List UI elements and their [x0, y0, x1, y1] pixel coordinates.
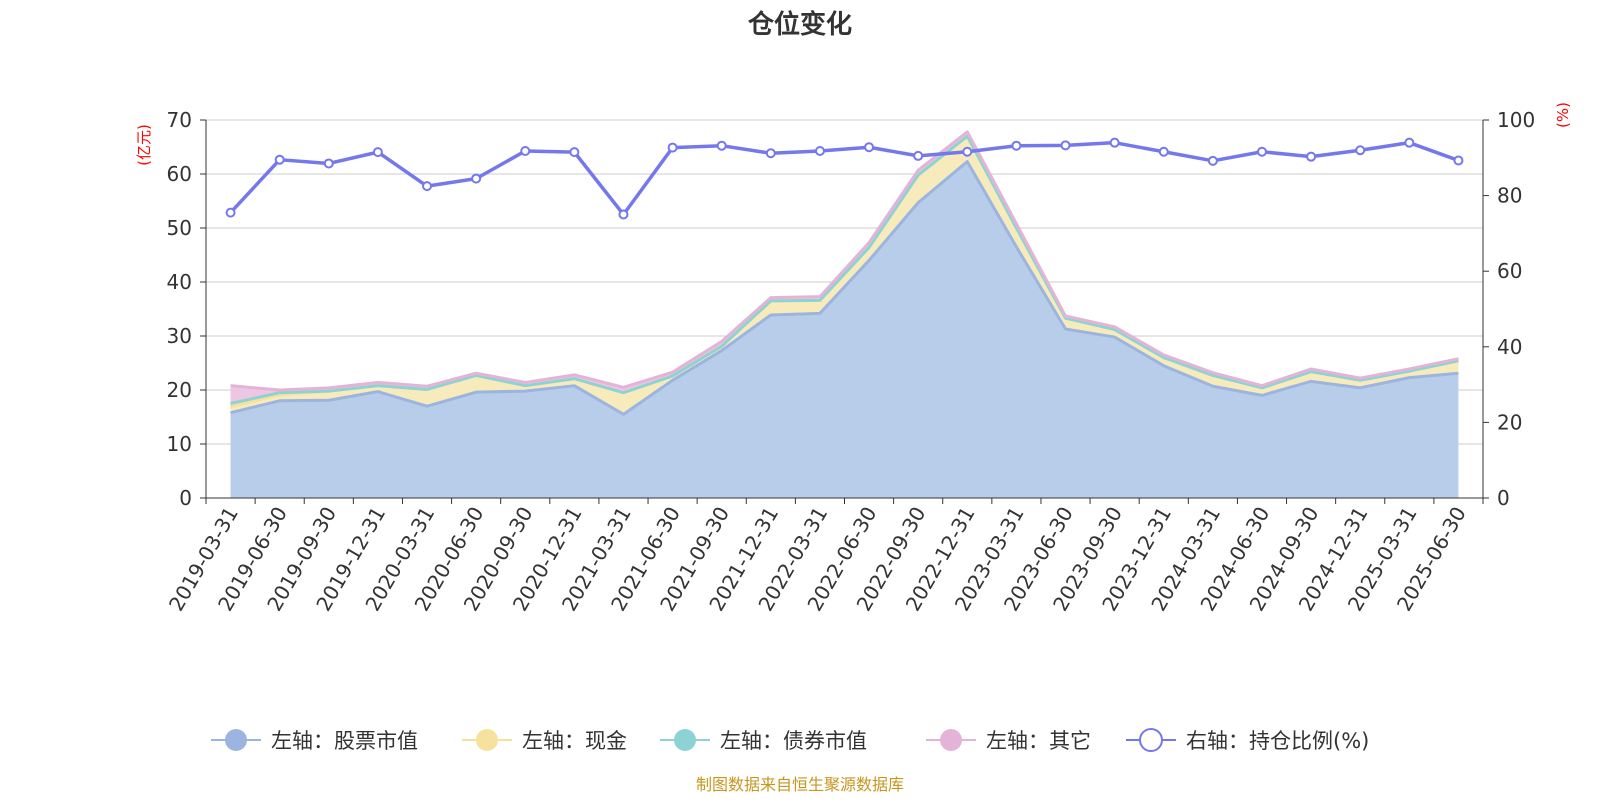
ratio-point — [1256, 146, 1267, 157]
area-edge-左轴：股票市值 — [230, 160, 1459, 416]
right-tick-label: 0 — [1497, 486, 1510, 510]
legend-item: 左轴：现金 — [462, 729, 627, 753]
ratio-point — [765, 148, 776, 159]
ratio-point — [618, 209, 629, 220]
ratio-point — [864, 142, 875, 153]
right-axis-unit: (%) — [1554, 102, 1572, 128]
ratio-point — [225, 207, 236, 218]
ratio-point — [323, 158, 334, 169]
legend-label: 左轴：其它 — [986, 729, 1091, 753]
ratio-points — [225, 137, 1464, 220]
left-axis-unit: (亿元) — [135, 124, 153, 166]
legend-item: 右轴：持仓比例(%) — [1126, 728, 1369, 753]
stacked-areas — [230, 131, 1459, 498]
legend: 左轴：股票市值 左轴：现金 左轴：债券市值 左轴：其它 右轴：持仓比例(%) — [211, 728, 1369, 753]
left-tick-label: 10 — [167, 432, 192, 456]
area-edge-左轴：其它 — [230, 130, 1459, 392]
legend-marker — [940, 729, 962, 751]
ratio-point — [667, 142, 678, 153]
legend-label: 左轴：债券市值 — [720, 729, 867, 753]
ratio-point — [422, 181, 433, 192]
ratio-point — [274, 154, 285, 165]
legend-item: 左轴：其它 — [926, 729, 1091, 753]
ratio-point — [372, 147, 383, 158]
ratio-point — [962, 146, 973, 157]
legend-label: 左轴：股票市值 — [271, 729, 418, 753]
legend-label: 左轴：现金 — [522, 729, 627, 753]
right-tick-label: 40 — [1497, 335, 1522, 359]
left-tick-label: 20 — [167, 378, 192, 402]
legend-marker — [674, 729, 696, 751]
ratio-point — [471, 173, 482, 184]
ratio-point — [520, 145, 531, 156]
ratio-point — [814, 145, 825, 156]
right-tick-label: 100 — [1497, 108, 1535, 132]
data-source-footer: 制图数据来自恒生聚源数据库 — [696, 775, 904, 794]
ratio-point — [1109, 137, 1120, 148]
legend-marker — [225, 729, 247, 751]
ratio-point — [569, 147, 580, 158]
right-tick-label: 80 — [1497, 184, 1522, 208]
series-lines — [229, 130, 1460, 416]
ratio-point — [1158, 146, 1169, 157]
area-edge-左轴：债券市值 — [230, 134, 1459, 405]
legend-item: 左轴：股票市值 — [211, 729, 418, 753]
ratio-point — [1207, 155, 1218, 166]
ratio-point — [1404, 137, 1415, 148]
area-左轴：股票市值 — [230, 161, 1459, 498]
ratio-point — [1306, 151, 1317, 162]
ratio-line — [229, 140, 1460, 217]
left-tick-label: 60 — [167, 162, 192, 186]
left-tick-label: 50 — [167, 216, 192, 240]
right-tick-label: 20 — [1497, 410, 1522, 434]
legend-marker — [1139, 728, 1163, 752]
ratio-point — [913, 150, 924, 161]
left-tick-label: 40 — [167, 270, 192, 294]
left-tick-label: 70 — [167, 108, 192, 132]
left-tick-label: 0 — [179, 486, 192, 510]
ratio-point — [716, 140, 727, 151]
ratio-point — [1060, 140, 1071, 151]
legend-label: 右轴：持仓比例(%) — [1186, 729, 1369, 753]
right-tick-label: 60 — [1497, 259, 1522, 283]
ratio-point — [1355, 145, 1366, 156]
ratio-point — [1453, 155, 1464, 166]
ratio-point — [1011, 140, 1022, 151]
left-tick-label: 30 — [167, 324, 192, 348]
chart-title: 仓位变化 — [747, 9, 852, 40]
legend-marker — [476, 729, 498, 751]
legend-item: 左轴：债券市值 — [660, 729, 867, 753]
